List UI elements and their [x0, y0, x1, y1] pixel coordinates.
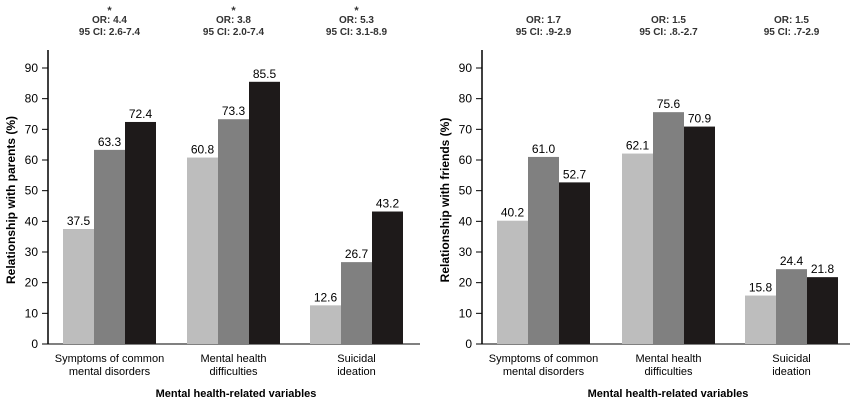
category-label: Symptoms of common [55, 353, 164, 365]
data-label: 72.4 [129, 107, 153, 121]
y-tick-label: 40 [459, 214, 473, 228]
data-label: 60.8 [191, 143, 215, 157]
data-label: 43.2 [376, 197, 400, 211]
bar [559, 182, 590, 344]
bar [684, 126, 715, 344]
category-label: Mental health [200, 353, 266, 365]
bar [776, 269, 807, 344]
bar [372, 211, 403, 344]
category-label: mental disorders [69, 366, 151, 378]
odds-ratio-label: OR: 3.8 [216, 15, 251, 26]
y-tick-label: 0 [31, 337, 38, 351]
bar [187, 157, 218, 344]
y-tick-label: 30 [459, 245, 473, 259]
data-label: 75.6 [657, 97, 681, 111]
bar [745, 295, 776, 344]
y-tick-label: 10 [459, 306, 473, 320]
significance-star: * [107, 5, 112, 17]
category-label: Suicidal [772, 353, 811, 365]
data-label: 40.2 [501, 206, 525, 220]
y-tick-label: 10 [25, 306, 39, 320]
data-label: 73.3 [222, 104, 246, 118]
x-axis-label: Mental health-related variables [156, 388, 317, 400]
y-tick-label: 0 [465, 337, 472, 351]
y-tick-label: 20 [459, 276, 473, 290]
bar [653, 112, 684, 344]
data-label: 37.5 [67, 214, 91, 228]
data-label: 52.7 [563, 167, 587, 181]
bar [807, 277, 838, 344]
odds-ratio-label: OR: 1.5 [774, 15, 809, 26]
confidence-interval-label: 95 CI: 2.0-7.4 [203, 27, 265, 38]
bar [94, 149, 125, 344]
bar [125, 121, 156, 345]
data-label: 21.8 [811, 262, 835, 276]
odds-ratio-label: OR: 5.3 [339, 15, 374, 26]
y-tick-label: 60 [25, 153, 39, 167]
data-label: 85.5 [253, 67, 277, 81]
y-tick-label: 90 [25, 61, 39, 75]
y-tick-label: 70 [459, 122, 473, 136]
data-label: 12.6 [314, 290, 338, 304]
category-label: Symptoms of common [489, 353, 598, 365]
x-axis-label: Mental health-related variables [588, 388, 749, 400]
category-label: difficulties [644, 366, 693, 378]
confidence-interval-label: 95 CI: .7-2.9 [764, 27, 820, 38]
y-tick-label: 50 [459, 184, 473, 198]
y-tick-label: 90 [459, 61, 473, 75]
data-label: 61.0 [532, 142, 556, 156]
y-tick-label: 80 [25, 92, 39, 106]
bar [310, 305, 341, 344]
y-axis-label: Relationship with parents (%) [4, 116, 18, 284]
y-tick-label: 40 [25, 214, 39, 228]
bar [63, 229, 94, 344]
bar [497, 220, 528, 344]
category-label: ideation [337, 366, 376, 378]
y-tick-label: 20 [25, 276, 39, 290]
data-label: 63.3 [98, 135, 122, 149]
bar [341, 262, 372, 344]
confidence-interval-label: 95 CI: .8.-2.7 [639, 27, 698, 38]
bar [218, 119, 249, 344]
y-tick-label: 70 [25, 122, 39, 136]
odds-ratio-label: OR: 1.7 [526, 15, 561, 26]
y-tick-label: 80 [459, 92, 473, 106]
data-label: 15.8 [749, 281, 773, 295]
bar [528, 156, 559, 344]
data-label: 70.9 [688, 112, 712, 126]
y-tick-label: 50 [25, 184, 39, 198]
data-label: 26.7 [345, 247, 369, 261]
data-label: 24.4 [780, 254, 804, 268]
category-label: difficulties [209, 366, 258, 378]
confidence-interval-label: 95 CI: 3.1-8.9 [326, 27, 388, 38]
odds-ratio-label: OR: 4.4 [92, 15, 127, 26]
bar [622, 153, 653, 344]
bar [249, 81, 280, 345]
category-label: mental disorders [503, 366, 585, 378]
significance-star: * [354, 5, 359, 17]
confidence-interval-label: 95 CI: .9-2.9 [516, 27, 572, 38]
category-label: ideation [772, 366, 811, 378]
category-label: Suicidal [337, 353, 376, 365]
data-label: 62.1 [626, 139, 650, 153]
y-tick-label: 60 [459, 153, 473, 167]
y-tick-label: 30 [25, 245, 39, 259]
category-label: Mental health [635, 353, 701, 365]
y-axis-label: Relationship with friends (%) [438, 118, 452, 283]
significance-star: * [231, 5, 236, 17]
odds-ratio-label: OR: 1.5 [651, 15, 686, 26]
confidence-interval-label: 95 CI: 2.6-7.4 [79, 27, 141, 38]
